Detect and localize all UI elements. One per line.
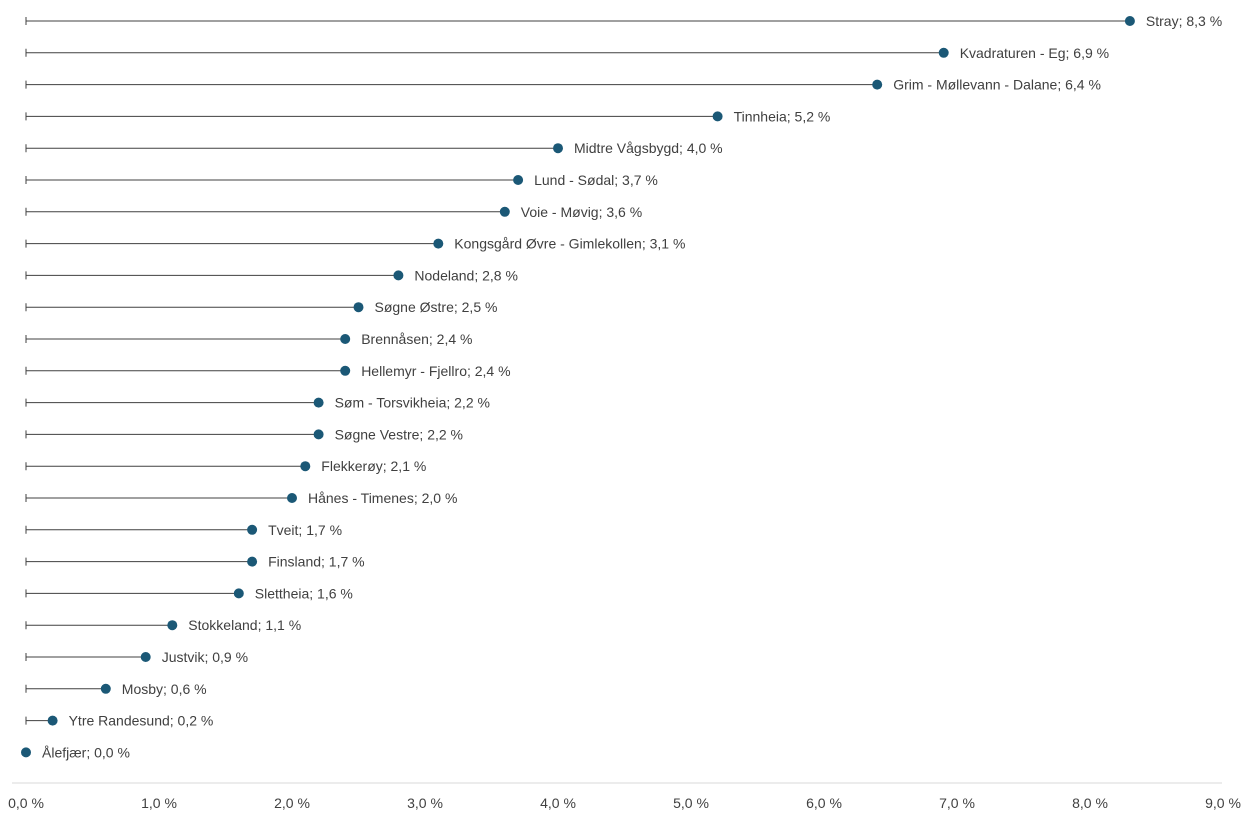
data-label: Mosby; 0,6 % <box>122 681 207 697</box>
lollipop-dot <box>1124 16 1135 26</box>
data-label: Flekkerøy; 2,1 % <box>321 458 426 474</box>
lollipop-dot <box>393 270 404 281</box>
point-3: Grim - Møllevann - Dalane; 6,4 % <box>25 77 1101 93</box>
data-label: Hellemyr - Fjellro; 2,4 % <box>361 363 510 379</box>
point-5: Midtre Vågsbygd; 4,0 % <box>25 140 723 156</box>
point-4: Tinnheia; 5,2 % <box>25 108 831 124</box>
data-label: Tveit; 1,7 % <box>268 522 342 538</box>
point-7: Voie - Møvig; 3,6 % <box>25 204 642 220</box>
data-label: Søm - Torsvikheia; 2,2 % <box>335 395 490 411</box>
point-14: Søgne Vestre; 2,2 % <box>25 426 463 442</box>
point-23: Ytre Randesund; 0,2 % <box>25 713 214 729</box>
point-11: Brennåsen; 2,4 % <box>25 331 472 347</box>
data-label: Søgne Vestre; 2,2 % <box>335 426 463 442</box>
point-16: Hånes - Timenes; 2,0 % <box>25 490 457 506</box>
lollipop-dot <box>247 524 258 535</box>
x-tick-label: 4,0 % <box>540 795 576 811</box>
x-tick-label: 9,0 % <box>1205 795 1241 811</box>
lollipop-dot <box>300 461 311 472</box>
lollipop-dot <box>233 588 244 599</box>
point-13: Søm - Torsvikheia; 2,2 % <box>25 395 490 411</box>
lollipop-dot <box>513 175 524 185</box>
lollipop-dot <box>938 47 949 58</box>
point-19: Slettheia; 1,6 % <box>25 585 353 601</box>
point-9: Nodeland; 2,8 % <box>25 267 518 283</box>
lollipop-dot <box>313 429 324 440</box>
lollipop-dot <box>712 111 723 122</box>
lollipop-dot <box>140 652 151 662</box>
x-axis-ticks: 0,0 % 1,0 % 2,0 % 3,0 % 4,0 % 5,0 % 6,0 % 7,0 %… <box>8 795 1241 811</box>
lollipop-dot <box>553 143 563 154</box>
point-20: Stokkeland; 1,1 % <box>25 617 301 633</box>
lollipop-dot <box>47 715 58 726</box>
data-label: Tinnheia; 5,2 % <box>734 108 831 124</box>
point-2: Kvadraturen - Eg; 6,9 % <box>25 45 1109 61</box>
data-label: Voie - Møvig; 3,6 % <box>521 204 642 220</box>
lollipop-dot <box>247 556 258 567</box>
data-label: Kvadraturen - Eg; 6,9 % <box>960 45 1109 61</box>
point-18: Finsland; 1,7 % <box>25 554 365 570</box>
data-label: Grim - Møllevann - Dalane; 6,4 % <box>893 77 1101 93</box>
data-label: Ytre Randesund; 0,2 % <box>69 713 214 729</box>
lollipop-dot <box>353 302 364 313</box>
x-tick-label: 5,0 % <box>673 795 709 811</box>
lollipop-dot <box>100 683 111 694</box>
data-label: Ålefjær; 0,0 % <box>42 744 130 760</box>
x-tick-label: 0,0 % <box>8 795 44 811</box>
point-1: Stray; 8,3 % <box>25 13 1222 29</box>
lollipop-dot <box>340 334 351 344</box>
point-24: Ålefjær; 0,0 % <box>21 744 130 760</box>
point-21: Justvik; 0,9 % <box>25 649 248 665</box>
data-label: Søgne Østre; 2,5 % <box>375 299 498 315</box>
data-label: Lund - Sødal; 3,7 % <box>534 172 658 188</box>
x-tick-label: 2,0 % <box>274 795 310 811</box>
point-15: Flekkerøy; 2,1 % <box>25 458 426 474</box>
x-tick-label: 6,0 % <box>806 795 842 811</box>
x-tick-label: 8,0 % <box>1072 795 1108 811</box>
lollipop-dot <box>499 206 510 217</box>
point-17: Tveit; 1,7 % <box>25 522 342 538</box>
data-label: Finsland; 1,7 % <box>268 554 365 570</box>
data-label: Midtre Vågsbygd; 4,0 % <box>574 140 723 156</box>
data-label: Nodeland; 2,8 % <box>414 267 518 283</box>
point-6: Lund - Sødal; 3,7 % <box>25 172 658 188</box>
lollipop-dot <box>287 493 297 503</box>
x-tick-label: 1,0 % <box>141 795 177 811</box>
points-layer: Stray; 8,3 % Kvadraturen - Eg; 6,9 % Grim … <box>21 13 1222 760</box>
point-10: Søgne Østre; 2,5 % <box>25 299 498 315</box>
x-tick-label: 7,0 % <box>939 795 975 811</box>
data-label: Justvik; 0,9 % <box>162 649 248 665</box>
data-label: Hånes - Timenes; 2,0 % <box>308 490 457 506</box>
data-label: Stray; 8,3 % <box>1146 13 1222 29</box>
lollipop-dot <box>21 747 31 758</box>
data-label: Brennåsen; 2,4 % <box>361 331 472 347</box>
point-8: Kongsgård Øvre - Gimlekollen; 3,1 % <box>25 236 685 252</box>
lollipop-dot <box>167 620 178 631</box>
lollipop-dot <box>340 365 351 376</box>
x-tick-label: 3,0 % <box>407 795 443 811</box>
lollipop-dot <box>872 79 883 90</box>
lollipop-dot <box>433 238 444 249</box>
point-12: Hellemyr - Fjellro; 2,4 % <box>25 363 511 379</box>
point-22: Mosby; 0,6 % <box>25 681 207 697</box>
data-label: Slettheia; 1,6 % <box>255 585 353 601</box>
data-label: Kongsgård Øvre - Gimlekollen; 3,1 % <box>454 236 685 252</box>
lollipop-dot <box>313 397 324 408</box>
data-label: Stokkeland; 1,1 % <box>188 617 301 633</box>
